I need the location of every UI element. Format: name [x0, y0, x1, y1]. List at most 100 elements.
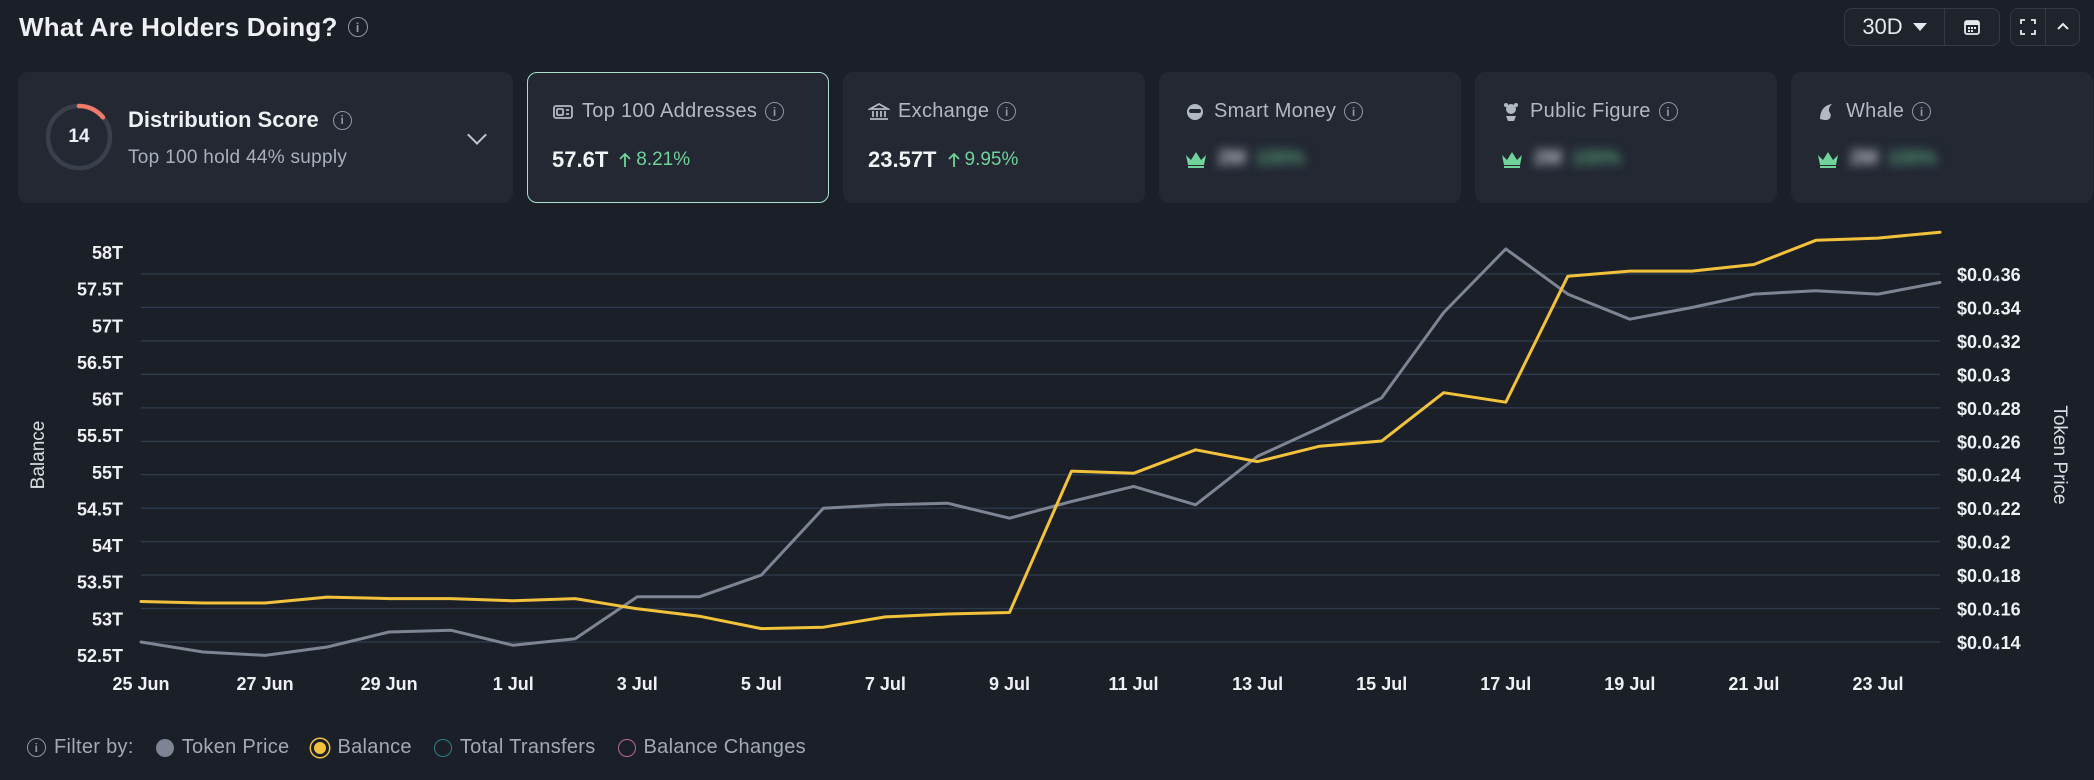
legend-label: Token Price	[181, 736, 290, 758]
whale-icon	[1820, 103, 1832, 120]
y-tick-left: 56T	[92, 390, 123, 410]
card-value: 2M	[1850, 147, 1878, 169]
legend-label: Balance Changes	[643, 736, 806, 758]
grid-layer	[141, 273, 1940, 643]
balance-series-line	[139, 230, 1942, 631]
y-tick-right: $0.0₄24	[1957, 466, 2021, 486]
calendar-button[interactable]	[1945, 9, 1999, 45]
card-header: Exchange i	[868, 100, 1017, 123]
y-tick-left: 55T	[92, 463, 123, 483]
distribution-subtitle: Top 100 hold 44% supply	[128, 147, 348, 168]
card-value-row: 23.57T 9.95%	[868, 147, 1018, 173]
distribution-score-title: Distribution Score i	[128, 107, 352, 133]
figure-icon	[1504, 102, 1518, 121]
y-tick-left: 53T	[92, 609, 123, 629]
bank-icon	[868, 102, 890, 120]
wallet-icon	[553, 104, 573, 119]
card-value: 2M	[1534, 147, 1562, 169]
calendar-icon	[1964, 20, 1980, 35]
info-icon[interactable]: i	[1344, 102, 1364, 121]
x-tick: 17 Jul	[1480, 674, 1531, 694]
card-header: Whale i	[1816, 100, 1932, 123]
x-tick: 5 Jul	[741, 674, 782, 694]
info-icon[interactable]: i	[332, 110, 352, 130]
x-tick: 3 Jul	[617, 674, 658, 694]
info-icon[interactable]: i	[347, 17, 368, 37]
info-icon[interactable]: i	[765, 102, 785, 121]
chart-legend: i Filter by: Token Price Balance Total T…	[27, 736, 806, 759]
y-tick-left: 56.5T	[77, 353, 123, 373]
y-tick-left: 53.5T	[77, 573, 123, 593]
legend-label: Balance	[337, 736, 412, 758]
x-tick: 19 Jul	[1604, 674, 1655, 694]
card-public-figure[interactable]: Public Figure i 2M 100%	[1475, 72, 1777, 203]
legend-item-total-transfers[interactable]: Total Transfers	[433, 736, 596, 759]
card-smart-money[interactable]: Smart Money i 2M 100%	[1159, 72, 1461, 203]
legend-item-token-price[interactable]: Token Price	[155, 736, 290, 759]
series-layer	[139, 230, 1942, 657]
info-icon[interactable]: i	[27, 738, 46, 757]
x-tick: 23 Jul	[1852, 674, 1903, 694]
y-tick-right: $0.0₄26	[1957, 432, 2021, 452]
chevron-down-icon[interactable]	[467, 125, 487, 145]
legend-item-balance-changes[interactable]: Balance Changes	[617, 736, 806, 759]
y-tick-left: 54T	[92, 536, 123, 556]
info-icon[interactable]: i	[1658, 102, 1678, 121]
view-control-group	[2010, 8, 2080, 46]
card-change-value: 100%	[1255, 147, 1305, 169]
legend-dot	[617, 738, 636, 757]
card-label: Top 100 Addresses	[582, 100, 758, 122]
y-tick-left: 58T	[92, 243, 123, 263]
mask-icon	[1187, 103, 1203, 120]
x-tick: 9 Jul	[989, 674, 1030, 694]
holders-line-chart: 52.5T 53T 53.5T 54T 54.5T 55T 55.5T 56T 56.5T 57T…	[28, 230, 2070, 694]
legend-item-balance[interactable]: Balance	[311, 736, 412, 759]
y-tick-right: $0.0₄3	[1957, 365, 2011, 385]
crown-icon	[1502, 151, 1522, 168]
y-tick-right: $0.0₄2	[1957, 533, 2011, 553]
x-tick: 7 Jul	[865, 674, 906, 694]
distribution-score-card[interactable]: 14 Distribution Score i Top 100 hold 44%…	[18, 72, 513, 203]
arrow-up-icon	[619, 152, 631, 167]
filter-label-text: Filter by:	[54, 736, 134, 758]
distribution-title-text: Distribution Score	[128, 107, 319, 132]
time-range-dropdown[interactable]: 30D	[1845, 9, 1945, 45]
crown-icon	[1818, 151, 1838, 168]
y-tick-right: $0.0₄32	[1957, 332, 2021, 352]
fullscreen-button[interactable]	[2011, 9, 2045, 45]
legend-dot	[433, 738, 452, 757]
card-header: Smart Money i	[1184, 100, 1364, 123]
card-label: Smart Money	[1214, 100, 1337, 122]
info-icon[interactable]: i	[1912, 102, 1932, 121]
card-change-value: 100%	[1571, 147, 1621, 169]
collapse-button[interactable]	[2045, 9, 2079, 45]
card-header: Public Figure i	[1500, 100, 1678, 123]
x-tick: 11 Jul	[1109, 674, 1159, 694]
y-tick-right: $0.0₄18	[1957, 566, 2021, 586]
card-value-row: 2M 100%	[1500, 147, 1620, 170]
info-icon[interactable]: i	[997, 102, 1017, 121]
y-tick-left: 54.5T	[77, 499, 123, 519]
card-value-row: 2M 100%	[1816, 147, 1936, 170]
card-top-100-addresses[interactable]: Top 100 Addresses i 57.6T 8.21%	[527, 72, 829, 203]
caret-down-icon	[1912, 23, 1927, 31]
y-axis-label-right: Token Price	[2049, 405, 2070, 504]
card-change-value: 8.21%	[636, 149, 691, 170]
card-whale[interactable]: Whale i 2M 100%	[1791, 72, 2093, 203]
card-value: 2M	[1218, 147, 1246, 169]
card-exchange[interactable]: Exchange i 23.57T 9.95%	[843, 72, 1145, 203]
y-tick-right: $0.0₄36	[1957, 265, 2021, 285]
crown-icon	[1186, 151, 1206, 168]
card-value-row: 57.6T 8.21%	[552, 147, 690, 173]
distribution-gauge	[45, 103, 113, 171]
y-tick-left: 55.5T	[77, 426, 123, 446]
y-tick-right: $0.0₄28	[1957, 399, 2021, 419]
time-range-label: 30D	[1862, 14, 1903, 39]
filter-label: i Filter by:	[27, 736, 134, 759]
card-change: 9.95%	[947, 149, 1018, 171]
y-tick-left: 57.5T	[77, 280, 123, 300]
distribution-score-value: 14	[68, 126, 90, 147]
legend-dot	[311, 738, 330, 757]
arrow-up-icon	[947, 152, 960, 167]
x-tick: 15 Jul	[1356, 674, 1407, 694]
